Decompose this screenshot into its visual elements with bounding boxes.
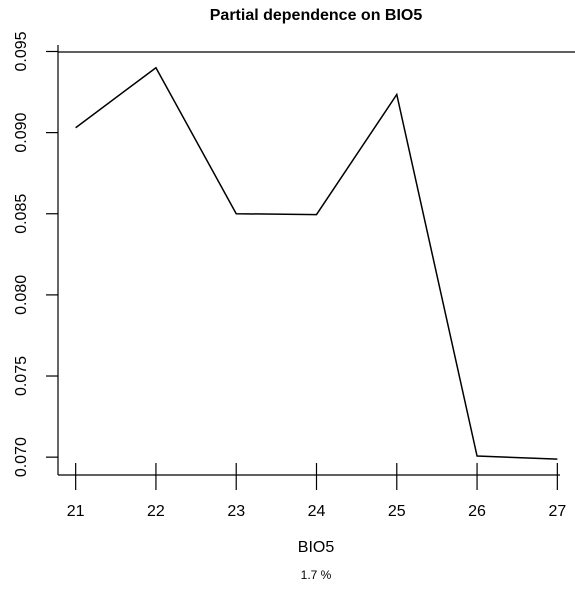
x-tick-label: 23 [227,503,245,520]
y-tick-label: 0.095 [13,31,30,71]
x-tick-label: 27 [548,503,566,520]
x-tick-label: 24 [308,503,326,520]
y-tick-label: 0.090 [13,113,30,153]
x-tick-label: 21 [67,503,85,520]
x-tick-label: 26 [468,503,486,520]
y-tick-label: 0.080 [13,275,30,315]
y-tick-label: 0.075 [13,356,30,396]
x-axis-label: BIO5 [298,539,335,556]
subtitle: 1.7 % [301,568,332,582]
y-tick-label: 0.070 [13,437,30,477]
chart-title: Partial dependence on BIO5 [210,7,423,24]
x-tick-label: 22 [147,503,165,520]
x-tick-label: 25 [388,503,406,520]
y-tick-label: 0.085 [13,194,30,234]
line [75,66,558,460]
